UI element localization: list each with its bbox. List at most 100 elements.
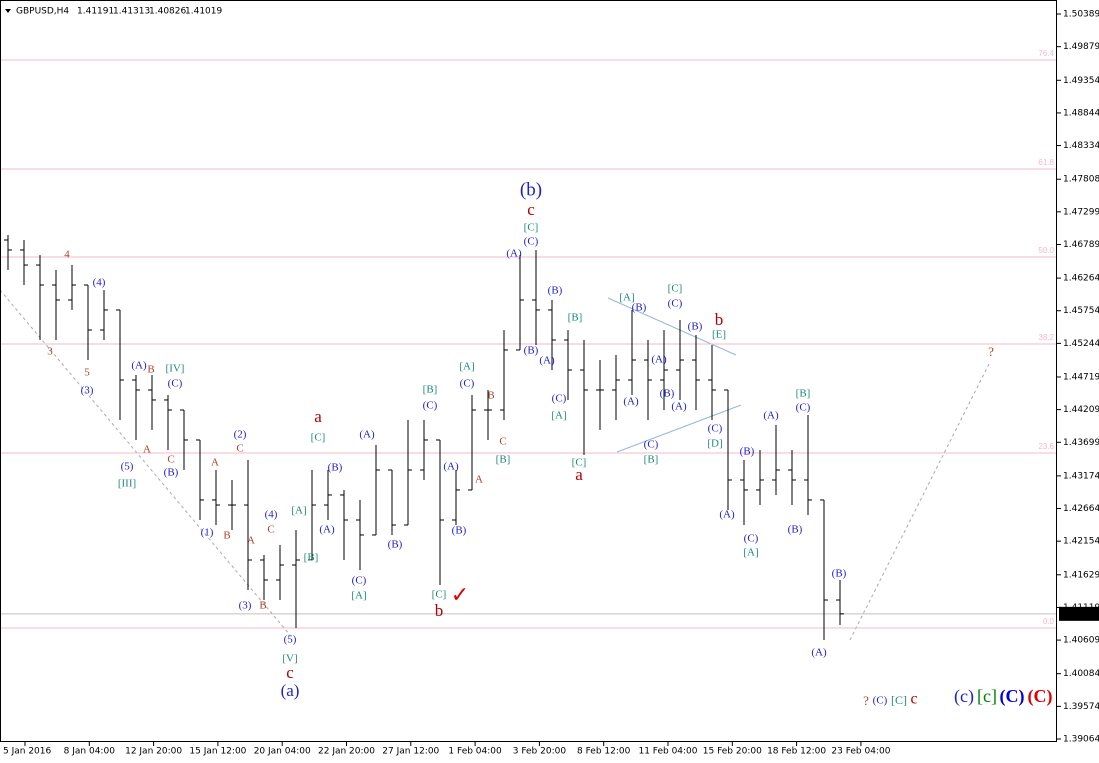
y-tick-label: 1.39574: [1063, 702, 1099, 712]
wave-label: (B): [632, 302, 647, 314]
wave-label: 4: [64, 249, 70, 261]
x-tick-label: 15 Jan 12:00: [189, 747, 246, 757]
wave-label: (a): [281, 681, 300, 700]
wave-label: (A): [651, 354, 667, 366]
y-tick-label: 1.39064: [1063, 734, 1099, 744]
y-tick-label: 1.46264: [1063, 274, 1099, 284]
wave-label: A: [143, 444, 151, 456]
wave-label: ?: [863, 693, 869, 708]
wave-label: (C): [668, 298, 683, 310]
wave-label: [III]: [118, 478, 136, 490]
wave-label: c: [910, 691, 917, 708]
wave-label: b: [435, 601, 444, 620]
x-tick-label: 20 Jan 04:00: [254, 747, 311, 757]
wave-label: [C]: [311, 432, 326, 444]
wave-label: B: [223, 530, 230, 542]
wave-label: (C): [708, 423, 723, 435]
wave-label: (B): [328, 462, 343, 474]
wave-label: 5: [84, 367, 90, 379]
header-open: 1.41191: [77, 7, 114, 17]
y-tick-label: 1.42154: [1063, 537, 1099, 547]
wave-label: (C): [873, 695, 888, 707]
wave-label: [C]: [891, 693, 907, 707]
wave-label: (A): [763, 410, 779, 422]
wave-label: (4): [93, 277, 106, 289]
wave-label: [B]: [796, 388, 811, 400]
header: GBPUSD,H4 1.41191 1.41313 1.40826 1.4101…: [5, 7, 222, 17]
fib-label: 50.0: [1038, 246, 1054, 255]
wave-label: (B): [524, 345, 539, 357]
symbol: GBPUSD,H4: [16, 7, 69, 17]
wave-label: (C): [352, 575, 367, 587]
wave-label: (5): [121, 461, 134, 473]
annotations-layer: 435(4)(3)(A) B [IV](C)A(5)[III]C(B)(2)CA(1…: [47, 179, 1052, 708]
y-tick-label: 1.47299: [1063, 207, 1099, 217]
channel-line: [616, 404, 742, 453]
wave-label: (A): [719, 509, 735, 521]
wave-label: [A]: [551, 410, 566, 422]
y-tick-label: 1.40609: [1063, 636, 1099, 646]
wave-label: [c]: [977, 686, 997, 706]
wave-label: (C): [168, 378, 183, 390]
wave-label: B: [259, 600, 266, 612]
wave-label: (A): [131, 360, 147, 372]
wave-label: [C]: [432, 589, 447, 601]
wave-label: A: [475, 474, 483, 486]
wave-label: (B): [740, 446, 755, 458]
wave-label: [B]: [304, 552, 319, 564]
wave-label: (1): [201, 527, 214, 539]
wave-label: c: [527, 200, 535, 219]
wave-label: C: [167, 454, 174, 466]
fib-label: 61.8: [1038, 158, 1054, 167]
fib-label: 38.2: [1038, 333, 1054, 342]
x-tick-label: 8 Feb 12:00: [577, 747, 631, 757]
x-tick-label: 18 Feb 12:00: [767, 747, 826, 757]
x-tick-label: 11 Feb 04:00: [638, 747, 697, 757]
wave-label: [A]: [743, 547, 758, 559]
wave-label: (5): [284, 634, 297, 646]
y-tick-label: 1.47808: [1063, 175, 1099, 185]
header-low: 1.40826: [149, 7, 186, 17]
x-tick-label: 8 Jan 04:00: [64, 747, 116, 757]
y-tick-label: 1.49354: [1063, 76, 1099, 86]
x-tick-label: 1 Feb 04:00: [448, 747, 502, 757]
x-tick-label: 15 Feb 20:00: [703, 747, 762, 757]
wave-label: (B): [388, 539, 403, 551]
y-tick-label: 1.46789: [1063, 240, 1099, 250]
wave-label: (B): [832, 568, 847, 580]
y-tick-label: 1.48844: [1063, 108, 1099, 118]
axes-layer: 1.50389 1.49879 1.49354 1.48844 1.48334 1.478…: [3, 10, 1099, 757]
y-tick-label: 1.41629: [1063, 570, 1099, 580]
wave-label: (c): [954, 686, 974, 707]
y-tick-label: 1.42664: [1063, 504, 1099, 514]
wave-label: (A): [811, 647, 827, 659]
x-tick-label: 27 Jan 12:00: [382, 747, 439, 757]
wave-label: A: [211, 457, 219, 469]
wave-label: B: [487, 390, 494, 402]
wave-label: b: [715, 310, 724, 329]
wave-label: ?: [988, 344, 994, 359]
wave-label: (A): [506, 248, 522, 260]
fib-layer: 76.4 61.8 50.0 38.2 23.6 0.0: [0, 49, 1057, 629]
y-tick-label: 1.40084: [1063, 669, 1099, 679]
wave-label: (4): [265, 509, 278, 521]
wave-label: C: [267, 524, 274, 536]
y-tick-label: 1.50389: [1063, 10, 1099, 20]
x-tick-label: 5 Jan 2016: [3, 747, 51, 757]
wave-label: a: [575, 465, 583, 484]
wave-label: (A): [671, 401, 687, 413]
wave-label: C: [236, 443, 243, 455]
wave-label: B: [147, 364, 154, 376]
fib-label: 0.0: [1043, 617, 1055, 626]
wave-label: (C): [1000, 686, 1025, 707]
bars-layer: [4, 234, 844, 640]
wave-label: ✓: [451, 582, 469, 607]
wave-label: 3: [47, 346, 53, 358]
projection-line: [849, 361, 991, 641]
y-tick-label: 1.49879: [1063, 42, 1099, 52]
wave-label: [D]: [707, 438, 722, 450]
wave-label: (3): [239, 600, 252, 612]
